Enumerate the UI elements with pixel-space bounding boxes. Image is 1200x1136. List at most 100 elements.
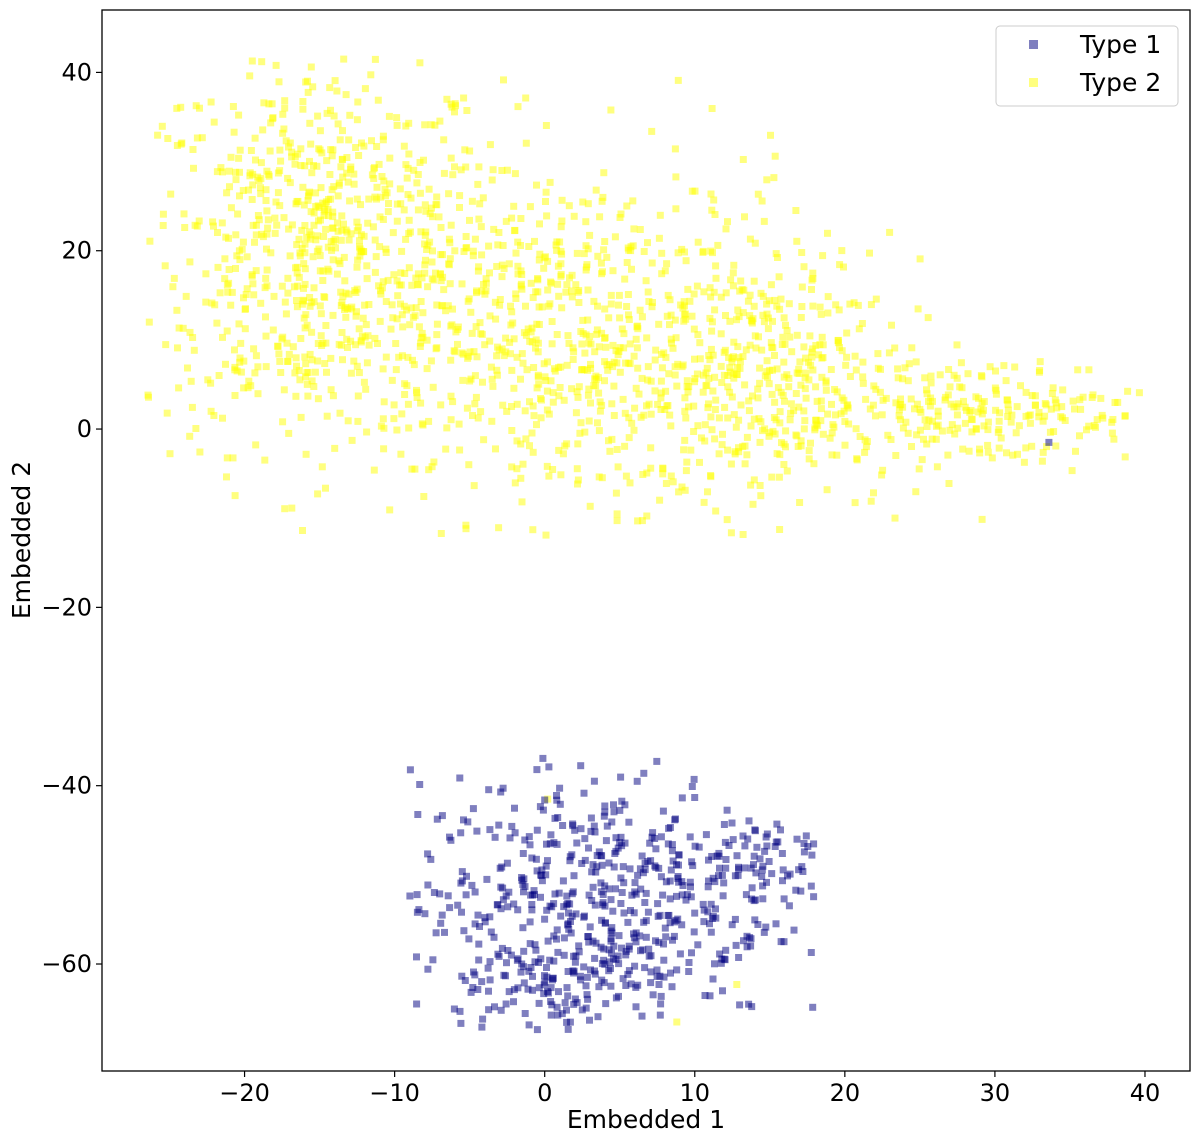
point-type-1 [723, 806, 731, 814]
point-type-2 [609, 341, 617, 349]
point-type-2 [421, 269, 429, 277]
point-type-1 [665, 824, 673, 832]
point-type-1 [532, 855, 540, 863]
point-type-2 [477, 223, 485, 231]
point-type-2 [690, 325, 698, 333]
point-type-2 [920, 435, 927, 443]
point-type-2 [749, 500, 757, 508]
point-type-1 [573, 999, 581, 1007]
point-type-2 [622, 472, 630, 480]
point-type-2 [324, 265, 332, 273]
point-type-1 [585, 844, 592, 852]
point-type-2 [517, 267, 525, 275]
point-type-1 [544, 857, 551, 865]
point-type-2 [710, 288, 718, 296]
point-type-2 [607, 291, 615, 299]
point-type-2 [405, 216, 413, 224]
point-type-2 [878, 471, 886, 479]
point-type-1 [531, 891, 538, 899]
point-type-1 [553, 1003, 561, 1011]
point-type-1 [704, 883, 712, 891]
point-type-1 [499, 896, 507, 904]
point-type-2 [180, 210, 188, 218]
point-type-1 [807, 882, 815, 890]
point-type-2 [735, 354, 743, 362]
point-type-1 [491, 1003, 498, 1011]
point-type-2 [757, 492, 765, 500]
point-type-2 [440, 169, 448, 177]
point-type-1 [568, 912, 576, 920]
point-type-2 [904, 377, 912, 385]
point-type-2 [299, 98, 307, 105]
point-type-2 [897, 416, 904, 424]
point-type-2 [320, 205, 328, 213]
point-type-2 [974, 408, 982, 416]
point-type-1 [765, 858, 773, 865]
point-type-2 [219, 414, 226, 422]
point-type-2 [326, 84, 334, 92]
point-type-2 [1041, 412, 1049, 420]
point-type-2 [465, 461, 473, 469]
point-type-2 [468, 197, 476, 205]
point-type-2 [296, 376, 304, 384]
point-type-2 [393, 277, 401, 285]
point-type-1 [601, 919, 609, 927]
point-type-1 [485, 1006, 493, 1014]
point-type-2 [450, 347, 458, 355]
point-type-2 [528, 429, 536, 437]
point-type-2 [887, 436, 895, 443]
point-type-2 [288, 221, 296, 229]
point-type-2 [223, 189, 231, 197]
point-type-2 [431, 121, 439, 129]
point-type-2 [225, 234, 232, 242]
point-type-2 [517, 282, 525, 290]
point-type-2 [190, 346, 198, 354]
point-type-2 [912, 488, 920, 496]
point-type-2 [275, 350, 283, 358]
point-type-2 [314, 490, 322, 498]
point-type-2 [1072, 447, 1079, 455]
point-type-2 [461, 146, 469, 154]
point-type-2 [480, 436, 488, 444]
point-type-2 [859, 358, 867, 366]
point-type-1 [565, 925, 573, 933]
point-type-2 [619, 395, 627, 403]
point-type-1 [810, 840, 818, 848]
point-type-2 [1110, 435, 1118, 443]
point-type-1 [538, 877, 546, 885]
point-type-2 [302, 360, 310, 368]
point-type-2 [859, 379, 867, 387]
point-type-2 [657, 394, 665, 402]
point-type-2 [673, 382, 681, 390]
point-type-2 [211, 301, 219, 309]
point-type-2 [496, 301, 504, 309]
point-type-1 [688, 949, 695, 957]
point-type-2 [846, 373, 854, 380]
point-type-1 [760, 928, 768, 936]
point-type-2 [747, 316, 755, 324]
point-type-2 [648, 127, 656, 135]
point-type-1 [616, 839, 624, 847]
point-type-2 [735, 448, 743, 456]
point-type-2 [301, 280, 309, 288]
point-type-2 [730, 261, 738, 269]
point-type-1 [691, 794, 699, 801]
point-type-2 [608, 400, 616, 408]
point-type-2 [1025, 412, 1033, 420]
point-type-2 [282, 310, 290, 318]
point-type-2 [649, 299, 656, 306]
point-type-1 [619, 863, 627, 871]
point-type-1 [605, 967, 613, 975]
point-type-2 [1083, 426, 1090, 434]
point-type-2 [294, 150, 302, 158]
point-type-1 [460, 816, 467, 824]
point-type-2 [1004, 406, 1012, 414]
y-tick-label: 20 [61, 237, 92, 265]
point-type-2 [654, 400, 662, 408]
point-type-2 [380, 424, 388, 432]
point-type-2 [960, 397, 967, 405]
point-type-2 [976, 449, 984, 457]
point-type-2 [371, 236, 379, 244]
point-type-2 [1077, 405, 1085, 413]
point-type-2 [306, 294, 314, 301]
